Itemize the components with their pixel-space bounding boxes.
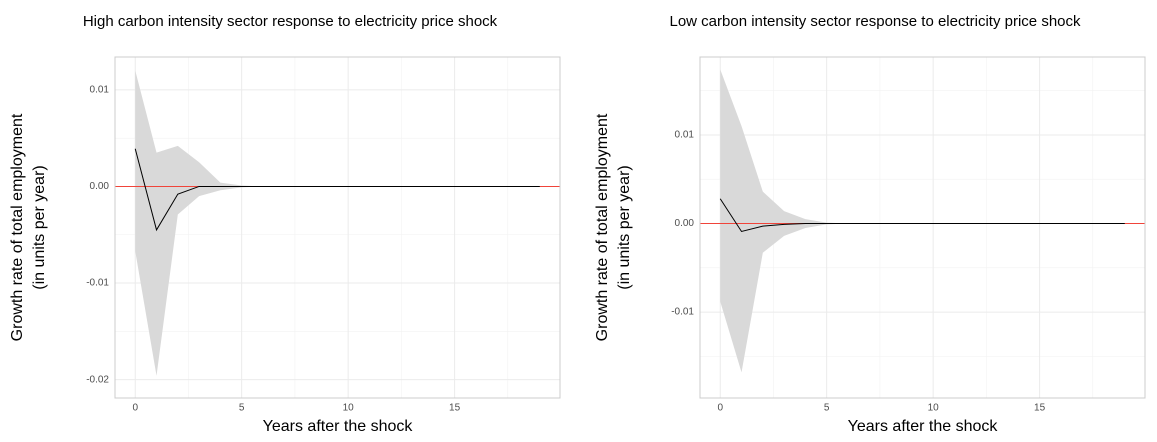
- x-tick-label: 10: [343, 403, 355, 414]
- confidence-band: [720, 69, 1125, 373]
- x-tick-label: 0: [132, 403, 138, 414]
- plot-border: [699, 56, 1146, 399]
- x-axis-title: Years after the shock: [263, 418, 414, 435]
- x-tick-label: 10: [928, 403, 940, 414]
- x-tick-label: 15: [449, 403, 461, 414]
- response-line: [719, 198, 1125, 233]
- y-tick-label: 0.00: [90, 181, 110, 192]
- y-axis-title: (in units per year): [31, 165, 48, 290]
- x-tick-label: 5: [239, 403, 245, 414]
- y-tick-label: 0.01: [90, 84, 110, 95]
- y-axis-title: (in units per year): [616, 165, 633, 290]
- confidence-band: [135, 70, 540, 376]
- x-axis-title: Years after the shock: [848, 418, 999, 435]
- x-tick-label: 5: [824, 403, 830, 414]
- y-tick-label: -0.01: [671, 307, 694, 318]
- y-axis-title: Growth rate of total employment: [9, 113, 26, 341]
- x-tick-label: 0: [717, 403, 723, 414]
- response-line: [134, 148, 540, 232]
- y-tick-label: 0.00: [675, 218, 695, 229]
- y-tick-label: 0.01: [675, 130, 695, 141]
- y-tick-label: -0.02: [86, 374, 109, 385]
- chart-title: Low carbon intensity sector response to …: [669, 13, 1081, 30]
- plot-border: [114, 56, 561, 399]
- chart-title: High carbon intensity sector response to…: [83, 13, 498, 30]
- x-tick-label: 15: [1034, 403, 1046, 414]
- y-tick-label: -0.01: [86, 278, 109, 289]
- y-axis-title: Growth rate of total employment: [594, 113, 611, 341]
